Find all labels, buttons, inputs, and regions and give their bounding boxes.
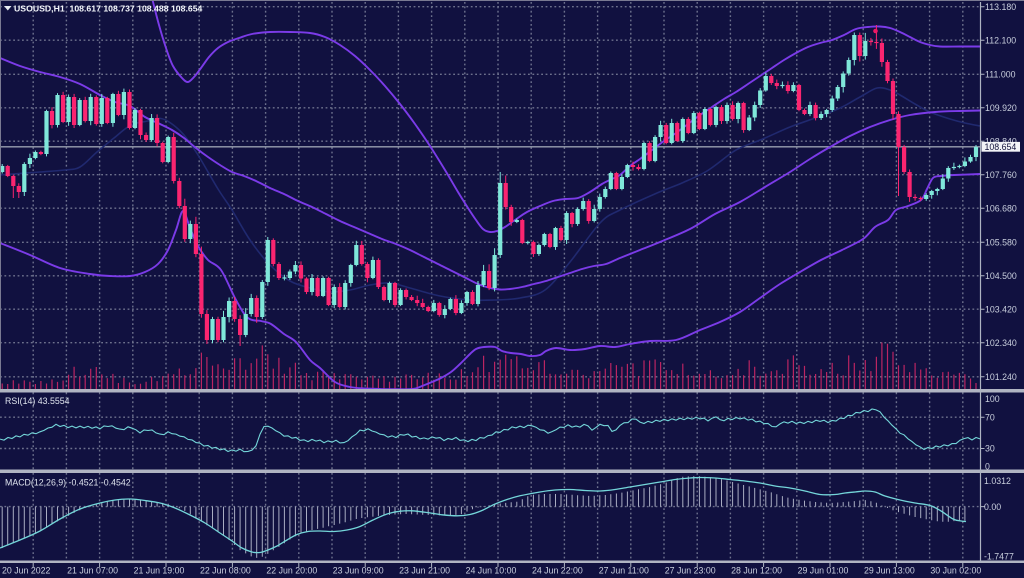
svg-text:21 Jun 19:00: 21 Jun 19:00 [134, 566, 185, 576]
svg-text:102.340: 102.340 [985, 338, 1017, 348]
svg-text:24 Jun 22:00: 24 Jun 22:00 [532, 566, 583, 576]
svg-text:29 Jun 01:00: 29 Jun 01:00 [798, 566, 849, 576]
svg-text:23 Jun 09:00: 23 Jun 09:00 [333, 566, 384, 576]
svg-text:27 Jun 23:00: 27 Jun 23:00 [665, 566, 716, 576]
svg-text:29 Jun 13:00: 29 Jun 13:00 [864, 566, 915, 576]
svg-text:RSI(14) 43.5554: RSI(14) 43.5554 [5, 396, 70, 406]
svg-text:21 Jun 07:00: 21 Jun 07:00 [67, 566, 118, 576]
svg-text:22 Jun 08:00: 22 Jun 08:00 [200, 566, 251, 576]
svg-text:MACD(12,26,9) -0.4521 -0.4542: MACD(12,26,9) -0.4521 -0.4542 [5, 478, 131, 488]
svg-text:20 Jun 2022: 20 Jun 2022 [2, 566, 51, 576]
svg-text:24 Jun 10:00: 24 Jun 10:00 [466, 566, 517, 576]
svg-text:105.580: 105.580 [985, 238, 1017, 248]
svg-text:30 Jun 02:00: 30 Jun 02:00 [930, 566, 981, 576]
svg-text:-1.7477: -1.7477 [984, 552, 1014, 562]
svg-text:111.000: 111.000 [985, 70, 1016, 80]
svg-text:100: 100 [985, 394, 1000, 404]
svg-text:27 Jun 11:00: 27 Jun 11:00 [599, 566, 649, 576]
svg-text:30: 30 [985, 444, 995, 454]
svg-text:22 Jun 20:00: 22 Jun 20:00 [266, 566, 317, 576]
svg-text:1.0312: 1.0312 [984, 476, 1011, 486]
svg-text:70: 70 [985, 412, 995, 422]
svg-text:107.760: 107.760 [985, 170, 1017, 180]
svg-text:112.100: 112.100 [985, 35, 1016, 45]
svg-text:108.840: 108.840 [985, 136, 1017, 146]
svg-text:USOUSD,H1 108.617 108.737 108: USOUSD,H1 108.617 108.737 108.488 108.65… [14, 4, 203, 14]
svg-text:113.180: 113.180 [985, 2, 1016, 12]
svg-text:104.500: 104.500 [985, 271, 1017, 281]
svg-text:23 Jun 21:00: 23 Jun 21:00 [399, 566, 450, 576]
svg-text:109.920: 109.920 [985, 103, 1017, 113]
svg-text:108.654: 108.654 [985, 142, 1017, 152]
svg-text:103.420: 103.420 [985, 304, 1017, 314]
svg-text:101.240: 101.240 [985, 372, 1017, 382]
svg-text:0: 0 [985, 462, 990, 472]
svg-text:28 Jun 12:00: 28 Jun 12:00 [731, 566, 782, 576]
svg-text:0.00: 0.00 [984, 502, 1001, 512]
svg-text:106.680: 106.680 [985, 203, 1017, 213]
